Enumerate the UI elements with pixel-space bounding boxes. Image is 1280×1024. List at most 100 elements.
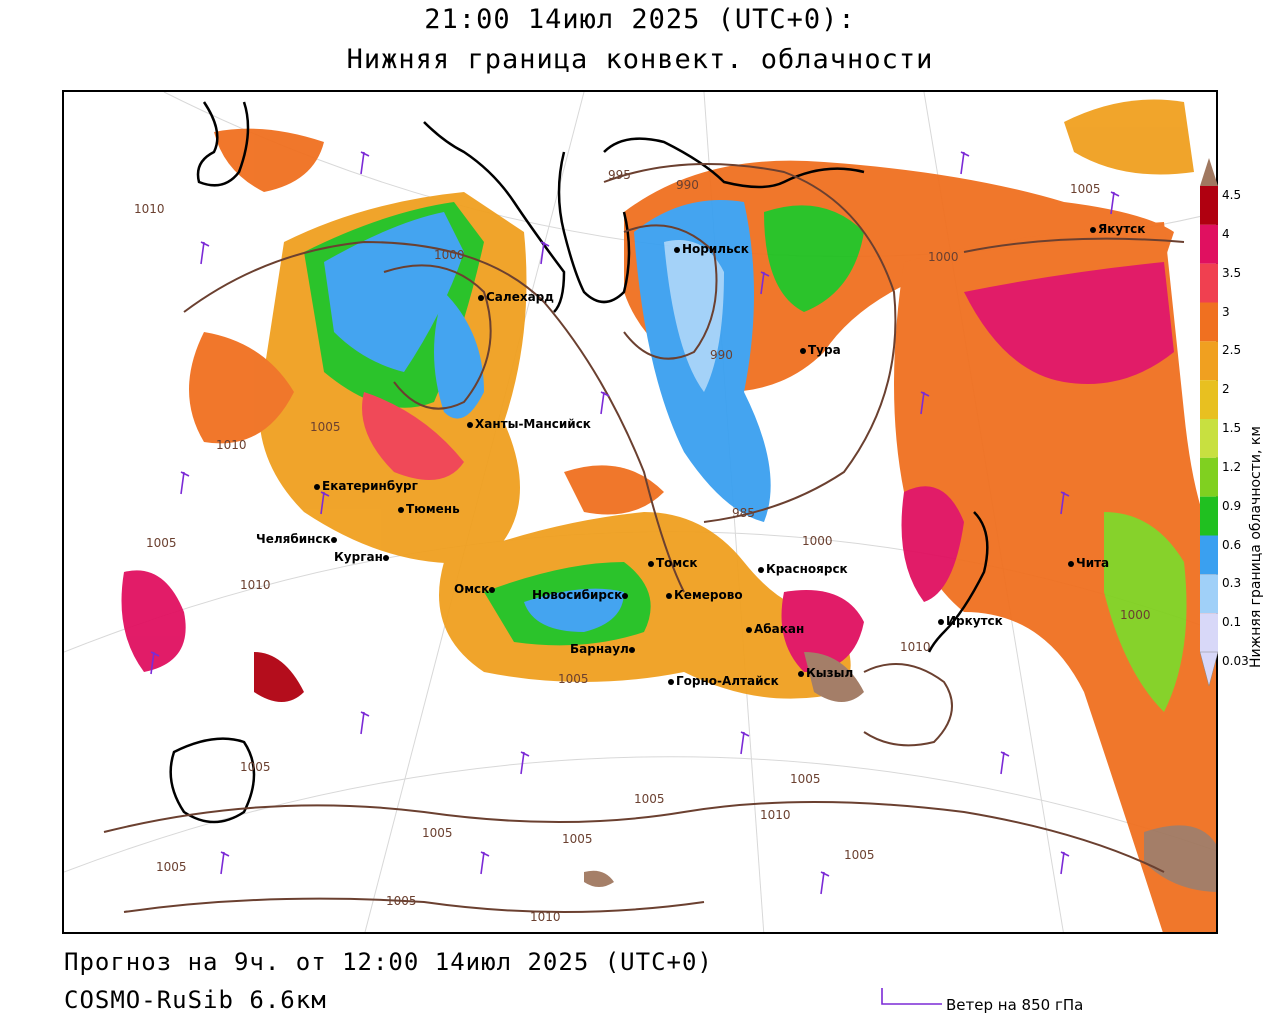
city-novosibirsk: Новосибирск — [532, 588, 630, 602]
city-kyzyl: Кызыл — [798, 666, 853, 680]
city-tyumen: Тюмень — [398, 502, 460, 516]
scale-swatch — [1200, 302, 1218, 342]
isobar-label: 1010 — [760, 808, 791, 822]
isobar-label: 990 — [676, 178, 699, 192]
isobar-label: 1005 — [1070, 182, 1101, 196]
scale-tick-label: 3 — [1222, 304, 1230, 319]
isobar-label: 1010 — [216, 438, 247, 452]
isobar-label: 1005 — [386, 894, 417, 908]
city-marker-icon — [330, 536, 337, 543]
city-marker-icon — [398, 506, 404, 513]
isobar-label: 1010 — [240, 578, 271, 592]
city-tomsk: Томск — [648, 556, 698, 570]
city-salekhard: Салехард — [478, 290, 554, 304]
city-omsk: Омск — [454, 582, 497, 596]
city-marker-icon — [800, 347, 806, 354]
wind-legend: Ветер на 850 гПа — [880, 988, 1083, 1014]
scale-swatch — [1200, 613, 1218, 652]
isobar-label: 1010 — [134, 202, 165, 216]
city-marker-icon — [746, 626, 752, 633]
map-canvas — [64, 92, 1216, 932]
city-tura: Тура — [800, 343, 841, 357]
isobar-label: 1005 — [558, 672, 589, 686]
scale-tick-label: 4 — [1222, 226, 1230, 241]
scale-tick-label: 0.9 — [1222, 498, 1242, 513]
coastlines — [169, 101, 989, 824]
city-marker-icon — [489, 586, 496, 593]
scale-tick-label: 0.03 — [1222, 654, 1249, 668]
scale-title: Нижняя граница облачности, км — [1248, 426, 1264, 668]
cloud-fields — [121, 99, 1216, 932]
isobar-label: 985 — [732, 506, 755, 520]
isobar-label: 1005 — [422, 826, 453, 840]
city-yakutsk: Якутск — [1090, 222, 1145, 236]
forecast-map: Норильск Якутск Салехард Тура Ханты-Манс… — [62, 90, 1218, 934]
city-barnaul: Барнаул — [570, 642, 637, 656]
isobar-label: 1000 — [1120, 608, 1151, 622]
scale-bottom-arrow — [1200, 651, 1218, 687]
city-marker-icon — [314, 483, 320, 490]
scale-swatch — [1200, 419, 1218, 458]
scale-tick-label: 0.6 — [1222, 537, 1242, 552]
isobar-label: 1005 — [146, 536, 177, 550]
city-marker-icon — [628, 646, 635, 653]
city-chita: Чита — [1068, 556, 1109, 570]
isobar-label: 1000 — [928, 250, 959, 264]
isobar-label: 1005 — [310, 420, 341, 434]
city-abakan: Абакан — [746, 622, 804, 636]
scale-tick-label: 0.1 — [1222, 615, 1242, 630]
isobars — [103, 163, 1185, 913]
isobar-label: 1005 — [844, 848, 875, 862]
scale-tick-label: 2.5 — [1222, 343, 1242, 358]
scale-swatch — [1200, 574, 1218, 614]
isobar-label: 1010 — [530, 910, 561, 924]
scale-swatch — [1200, 380, 1218, 419]
city-krasnoyarsk: Красноярск — [758, 562, 848, 576]
wind-barb-icon — [881, 988, 942, 1005]
isobar-label: 1005 — [240, 760, 271, 774]
scale-swatch — [1200, 496, 1218, 536]
city-irkutsk: Иркутск — [938, 614, 1003, 628]
city-marker-icon — [666, 592, 672, 599]
isobar-label: 1000 — [434, 248, 465, 262]
city-kurgan: Курган — [334, 550, 391, 564]
city-marker-icon — [382, 554, 389, 561]
isobar-label: 1010 — [900, 640, 931, 654]
city-marker-icon — [798, 670, 804, 677]
isobar-label: 1000 — [802, 534, 833, 548]
scale-swatch — [1200, 457, 1218, 497]
scale-swatch — [1200, 186, 1218, 225]
scale-tick-label: 0.3 — [1222, 576, 1242, 591]
city-khanty-mansiysk: Ханты-Мансийск — [467, 417, 591, 431]
isobar-label: 990 — [710, 348, 733, 362]
scale-swatch — [1200, 341, 1218, 381]
city-marker-icon — [674, 246, 680, 253]
scale-swatch — [1200, 224, 1218, 264]
scale-tick-label: 2 — [1222, 382, 1230, 397]
scale-tick-label: 3.5 — [1222, 265, 1242, 280]
scale-swatch — [1200, 263, 1218, 303]
isobar-label: 1005 — [562, 832, 593, 846]
city-marker-icon — [467, 421, 473, 428]
isobar-label: 995 — [608, 168, 631, 182]
city-ekaterinburg: Екатеринбург — [314, 479, 418, 493]
wind-barbs — [150, 151, 1120, 895]
scale-top-arrow — [1200, 158, 1218, 186]
city-chelyabinsk: Челябинск — [256, 532, 339, 546]
city-kemerovo: Кемерово — [666, 588, 743, 602]
city-marker-icon — [758, 566, 764, 573]
city-marker-icon — [668, 678, 674, 685]
city-marker-icon — [478, 294, 484, 301]
isobar-label: 1005 — [156, 860, 187, 874]
city-marker-icon — [1090, 226, 1096, 233]
city-norilsk: Норильск — [674, 242, 749, 256]
isobar-label: 1005 — [634, 792, 665, 806]
map-subtitle: Нижняя граница конвект. облачности — [346, 44, 934, 75]
model-name: COSMO-RuSib 6.6км — [64, 986, 327, 1014]
city-gorno-altaysk: Горно-Алтайск — [668, 674, 779, 688]
city-marker-icon — [938, 618, 944, 625]
city-marker-icon — [622, 592, 629, 599]
scale-swatch — [1200, 535, 1218, 575]
isobar-label: 1005 — [790, 772, 821, 786]
city-marker-icon — [1068, 560, 1074, 567]
